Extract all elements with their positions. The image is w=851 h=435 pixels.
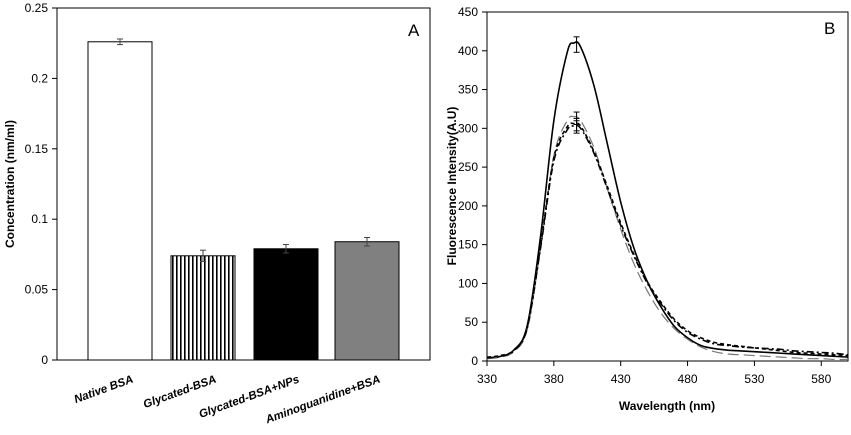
panel-a-bars bbox=[87, 38, 400, 361]
x-tick-label: 430 bbox=[611, 372, 631, 386]
panel-b-y-axis: 0 50 100 150 200 250 300 350 400 450 bbox=[458, 5, 487, 368]
panel-b: B 0 50 100 150 200 250 300 350 400 450 330 380 430 4… bbox=[445, 5, 849, 413]
y-tick-label: 350 bbox=[458, 83, 478, 97]
panel-a-y-axis: 0 0.05 0.1 0.15 0.2 0.25 bbox=[25, 1, 57, 367]
bar bbox=[87, 41, 153, 361]
y-tick-label: 0.1 bbox=[31, 212, 48, 226]
y-tick-label: 200 bbox=[458, 199, 478, 213]
x-tick-label: 380 bbox=[544, 372, 564, 386]
panel-a: A 0 0.05 0.1 0.15 0.2 0.25 Native BSA Glycated… bbox=[3, 1, 431, 427]
panel-a-plot-area bbox=[56, 7, 431, 361]
y-tick-label: 0 bbox=[41, 353, 48, 367]
y-tick-label: 400 bbox=[458, 44, 478, 58]
y-tick-label: 300 bbox=[458, 121, 478, 135]
panel-a-x-tick-labels: Native BSA Glycated-BSAGlycated-BSA+NPsAm… bbox=[73, 374, 382, 427]
series-line bbox=[486, 122, 849, 358]
bar bbox=[170, 255, 236, 361]
y-tick-label: 100 bbox=[458, 276, 478, 290]
panel-b-series bbox=[486, 36, 849, 361]
y-tick-label: 50 bbox=[465, 315, 479, 329]
panel-b-plot-area bbox=[486, 11, 849, 362]
panel-b-x-axis: 330 380 430 480 530 580 bbox=[477, 361, 832, 386]
panel-b-x-axis-title: Wavelength (nm) bbox=[619, 399, 715, 413]
y-tick-label: 0.2 bbox=[31, 71, 48, 85]
x-tick-label: 330 bbox=[477, 372, 497, 386]
y-tick-label: 0.05 bbox=[25, 283, 49, 297]
y-tick-label: 0.15 bbox=[25, 142, 49, 156]
panel-a-label: A bbox=[408, 21, 420, 40]
y-tick-label: 250 bbox=[458, 160, 478, 174]
y-tick-label: 0.25 bbox=[25, 1, 49, 15]
x-tick-label: 480 bbox=[678, 372, 698, 386]
panel-b-label: B bbox=[824, 19, 835, 38]
bar bbox=[253, 248, 319, 361]
bar bbox=[334, 241, 400, 361]
panel-b-y-axis-title: Fluorescence Intensity(A.U) bbox=[445, 107, 459, 266]
x-tick-label: 580 bbox=[811, 372, 831, 386]
series-line bbox=[486, 41, 849, 359]
x-tick-label: Native BSA bbox=[73, 374, 135, 406]
panel-a-y-axis-title: Concentration (nm/ml) bbox=[3, 120, 17, 248]
y-tick-label: 0 bbox=[471, 354, 478, 368]
x-tick-label: 530 bbox=[744, 372, 764, 386]
y-tick-label: 150 bbox=[458, 238, 478, 252]
y-tick-label: 450 bbox=[458, 5, 478, 19]
